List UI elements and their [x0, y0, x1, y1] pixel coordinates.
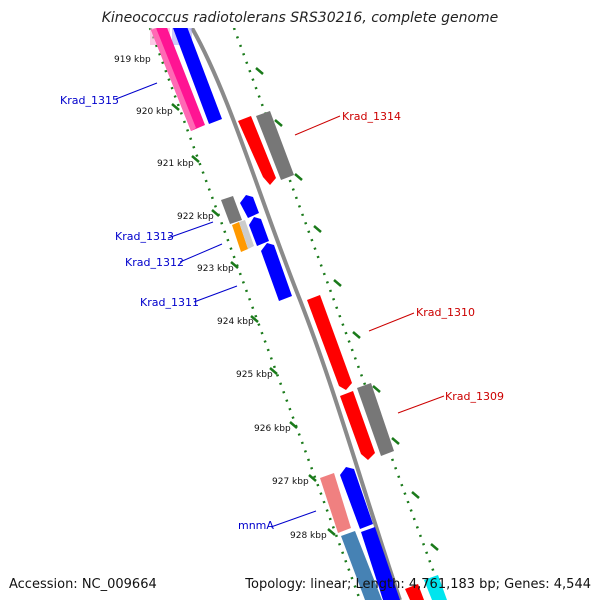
major-tick	[308, 474, 317, 482]
kbp-label: 925 kbp	[236, 370, 273, 380]
gene-mnma[interactable]	[320, 473, 351, 533]
gene-cyan-bottom[interactable]	[424, 575, 447, 600]
leader-krad-1310	[368, 312, 415, 332]
gene-krad-1314[interactable]	[238, 116, 276, 185]
gene-label-mnma[interactable]: mnmA	[238, 519, 274, 532]
major-tick	[294, 173, 303, 181]
gene-krad-1313[interactable]	[221, 196, 242, 224]
left-scale-ruler	[148, 28, 362, 600]
kbp-label: 923 kbp	[197, 264, 234, 274]
leader-krad-1311	[193, 285, 238, 303]
gene-krad-1312-pale	[239, 220, 254, 249]
gene-krad-1310[interactable]	[307, 295, 352, 390]
leader-krad-1312	[179, 243, 223, 263]
leader-mnma	[270, 510, 317, 528]
gene-steelblue[interactable]	[341, 531, 382, 600]
gene-label-krad-1309[interactable]: Krad_1309	[445, 390, 504, 403]
major-tick	[327, 528, 336, 536]
right-major-ticks	[255, 67, 439, 551]
major-tick	[269, 367, 278, 375]
genome-title: Kineococcus radiotolerans SRS30216, comp…	[101, 10, 499, 26]
major-tick	[333, 279, 342, 287]
major-tick	[191, 155, 200, 163]
gene-gray-1314[interactable]	[256, 111, 294, 180]
topology-label: Topology: linear; Length: 4,761,183 bp; …	[245, 577, 591, 592]
major-tick	[391, 437, 400, 445]
genome-backbone	[190, 28, 402, 600]
kbp-label: 927 kbp	[272, 477, 309, 487]
gene-blue-5[interactable]	[361, 527, 400, 600]
leader-krad-1314	[294, 115, 341, 136]
gene-gray-1309[interactable]	[357, 383, 394, 456]
gene-blue-1[interactable]	[173, 24, 222, 124]
gene-red-bottom[interactable]	[405, 584, 424, 600]
major-tick	[313, 225, 322, 233]
major-tick	[411, 491, 420, 499]
kbp-label: 920 kbp	[136, 107, 173, 117]
major-tick	[230, 261, 239, 269]
gene-blue-2[interactable]	[240, 195, 259, 218]
major-tick	[352, 331, 361, 339]
gene-label-krad-1311[interactable]: Krad_1311	[140, 296, 199, 309]
gene-features	[150, 24, 447, 600]
leader-krad-1309	[397, 395, 445, 414]
major-tick	[211, 209, 220, 217]
major-tick	[289, 421, 298, 429]
left-major-ticks	[162, 56, 336, 536]
major-tick	[250, 315, 259, 323]
kbp-label: 926 kbp	[254, 424, 291, 434]
leader-krad-1315	[115, 82, 158, 100]
gene-blue-4[interactable]	[340, 467, 373, 529]
accession-label: Accession: NC_009664	[9, 577, 157, 592]
gene-label-krad-1310[interactable]: Krad_1310	[416, 306, 475, 319]
gene-label-krad-1313[interactable]: Krad_1313	[115, 230, 174, 243]
gene-label-krad-1312[interactable]: Krad_1312	[125, 256, 184, 269]
leader-krad-1313	[167, 221, 214, 239]
kbp-label: 921 kbp	[157, 159, 194, 169]
gene-label-krad-1314[interactable]: Krad_1314	[342, 110, 401, 123]
major-tick	[255, 67, 264, 75]
kbp-label: 928 kbp	[290, 531, 327, 541]
gene-krad-1309[interactable]	[340, 391, 375, 460]
kbp-label: 919 kbp	[114, 55, 151, 65]
gene-krad-1311[interactable]	[261, 243, 292, 301]
major-tick	[372, 385, 381, 393]
gene-blue-3[interactable]	[249, 217, 269, 246]
major-tick	[171, 103, 180, 111]
gene-krad-1312[interactable]	[232, 222, 248, 252]
kbp-label: 924 kbp	[217, 317, 254, 327]
gene-krad-1315-highlight	[151, 28, 196, 131]
major-tick	[430, 543, 439, 551]
major-tick	[274, 119, 283, 127]
gene-label-krad-1315[interactable]: Krad_1315	[60, 94, 119, 107]
kbp-label: 922 kbp	[177, 212, 214, 222]
